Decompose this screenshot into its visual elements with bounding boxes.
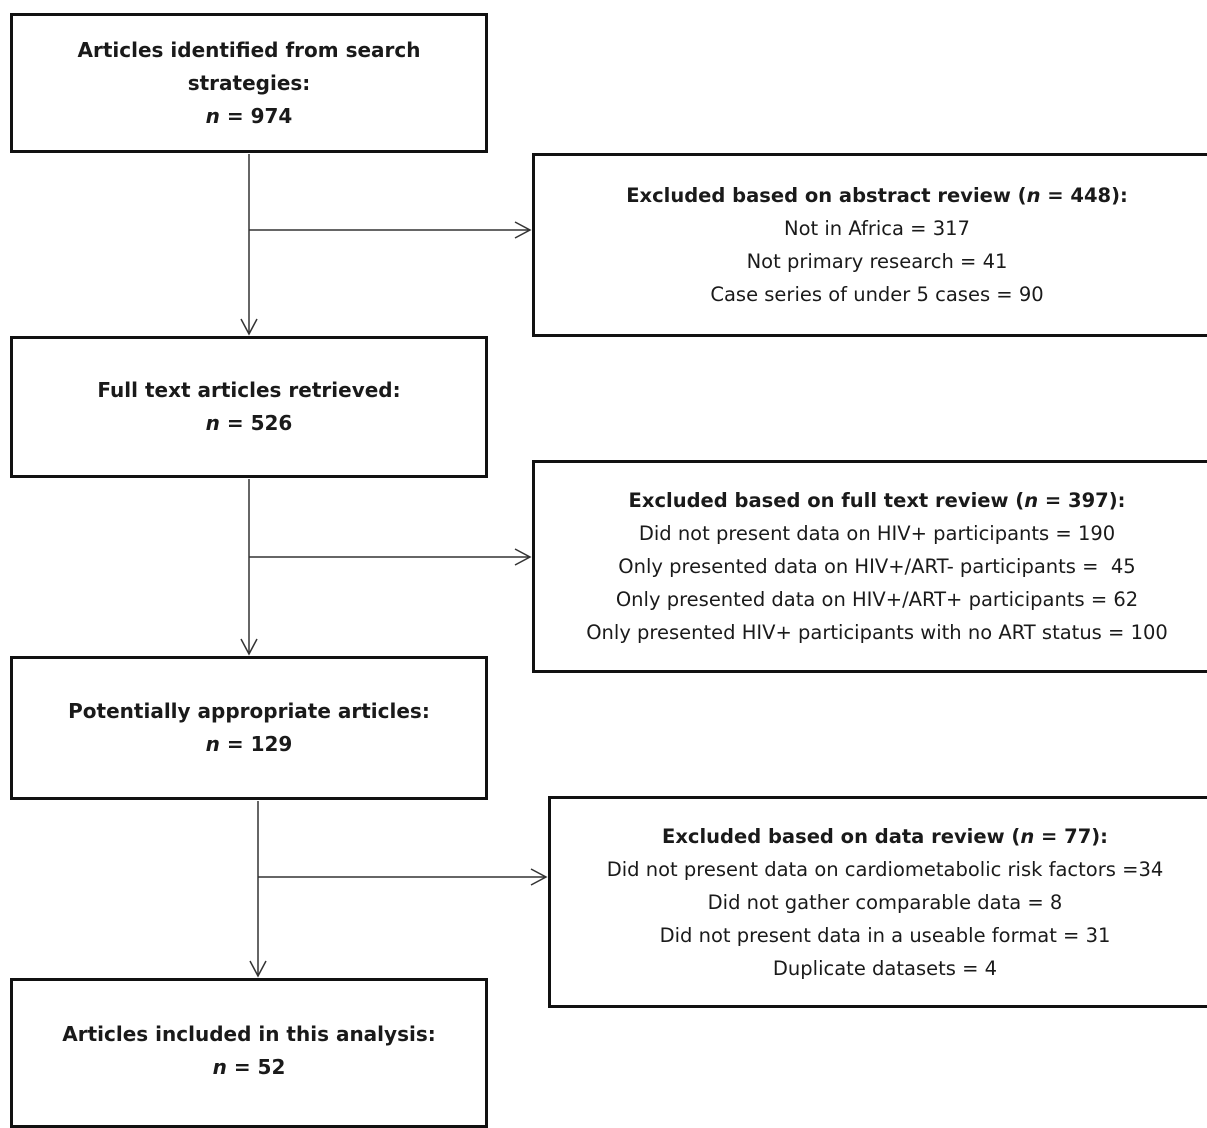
box-retrieved-line1: Full text articles retrieved: xyxy=(97,378,401,402)
exclusion-item: Did not gather comparable data = 8 xyxy=(707,890,1063,914)
n-label: n xyxy=(1026,184,1041,207)
n-label: n xyxy=(205,732,220,756)
n-label: n xyxy=(1024,489,1039,512)
exclusion-item: Not primary research = 41 xyxy=(746,250,1008,273)
exclusion-abstract-heading: Excluded based on abstract review (n = 4… xyxy=(626,184,1128,207)
exclusion-item: Only presented HIV+ participants with no… xyxy=(586,621,1168,644)
box-potentially-appropriate: Potentially appropriate articles: n = 12… xyxy=(10,656,488,800)
exclusion-fulltext-heading: Excluded based on full text review (n = … xyxy=(628,489,1126,512)
exclusion-item: Not in Africa = 317 xyxy=(784,217,970,240)
box-identified-line1: Articles identified from search xyxy=(77,37,421,62)
box-included-line1: Articles included in this analysis: xyxy=(62,1022,436,1046)
box-articles-included: Articles included in this analysis: n = … xyxy=(10,978,488,1128)
box-potential-count: n = 129 xyxy=(206,728,293,761)
box-potential-line1: Potentially appropriate articles: xyxy=(68,699,430,723)
exclusion-item: Did not present data on HIV+ participant… xyxy=(638,522,1116,545)
box-excluded-abstract-review: Excluded based on abstract review (n = 4… xyxy=(532,153,1207,337)
box-identified-line2: strategies: xyxy=(187,70,311,95)
box-identified-count: n = 974 xyxy=(206,100,293,133)
n-label: n xyxy=(205,411,220,435)
exclusion-item: Case series of under 5 cases = 90 xyxy=(710,283,1044,306)
n-label: n xyxy=(1020,824,1035,848)
exclusion-data-heading: Excluded based on data review (n = 77): xyxy=(662,824,1108,848)
box-retrieved-count: n = 526 xyxy=(206,407,293,440)
n-value: = 52 xyxy=(226,1055,286,1079)
n-value: = 526 xyxy=(219,411,293,435)
box-excluded-data-review: Excluded based on data review (n = 77): … xyxy=(548,796,1207,1008)
box-full-text-retrieved: Full text articles retrieved: n = 526 xyxy=(10,336,488,478)
n-value: = 974 xyxy=(219,103,293,128)
box-articles-identified: Articles identified from search strategi… xyxy=(10,13,488,153)
exclusion-item: Only presented data on HIV+/ART- partici… xyxy=(618,555,1136,578)
box-excluded-full-text-review: Excluded based on full text review (n = … xyxy=(532,460,1207,673)
box-included-count: n = 52 xyxy=(213,1051,286,1084)
exclusion-item: Did not present data in a useable format… xyxy=(659,923,1111,947)
exclusion-item: Did not present data on cardiometabolic … xyxy=(606,857,1164,881)
exclusion-item: Duplicate datasets = 4 xyxy=(772,956,998,980)
exclusion-item: Only presented data on HIV+/ART+ partici… xyxy=(615,588,1139,611)
n-value: = 129 xyxy=(219,732,293,756)
n-label: n xyxy=(205,103,220,128)
n-label: n xyxy=(212,1055,227,1079)
